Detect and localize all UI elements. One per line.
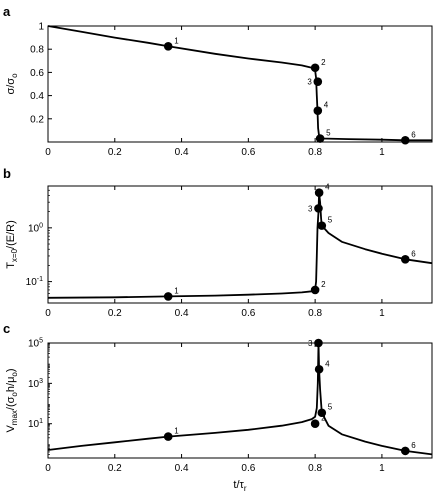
plot-frame bbox=[47, 25, 433, 143]
panel-c: c 0 0.2 0.4 0.6 0.8 1 101 103 105 Vmax/(σoh/μo) t/τ… bbox=[3, 321, 433, 493]
data-point-2 bbox=[310, 285, 320, 295]
data-point-2 bbox=[310, 63, 320, 73]
y-tick-label: 0.2 bbox=[30, 114, 44, 125]
data-point-5 bbox=[315, 134, 325, 143]
point-label: 5 bbox=[326, 129, 331, 138]
point-label: 3 bbox=[307, 78, 312, 87]
x-tick-label: 1 bbox=[379, 463, 385, 474]
point-label: 6 bbox=[411, 441, 416, 450]
y-tick-label: 0.8 bbox=[30, 45, 44, 56]
y-tick-label: 10-1 bbox=[26, 276, 43, 288]
plot-frame bbox=[47, 342, 433, 459]
point-label: 3 bbox=[308, 204, 313, 213]
data-point-6 bbox=[400, 254, 410, 264]
x-tick-label: 0.8 bbox=[308, 308, 322, 319]
data-point-1 bbox=[163, 292, 173, 301]
y-axis-label: Tx=0/(E/R) bbox=[5, 220, 19, 269]
data-point-3 bbox=[314, 204, 323, 213]
panel-letter: a bbox=[3, 4, 11, 19]
y-tick-label: 100 bbox=[28, 222, 43, 234]
data-point-4 bbox=[314, 188, 324, 198]
x-tick-label: 0.4 bbox=[175, 147, 189, 158]
data-point-1 bbox=[163, 432, 173, 441]
y-axis-label: Vmax/(σoh/μo) bbox=[5, 368, 19, 432]
data-point-4 bbox=[314, 364, 324, 374]
point-label: 1 bbox=[174, 427, 179, 436]
x-tick-label: 0.2 bbox=[108, 463, 122, 474]
x-axis-label: t/τr bbox=[233, 479, 246, 493]
data-point-6 bbox=[400, 135, 410, 145]
data-point-3 bbox=[313, 77, 323, 86]
x-tick-label: 0.4 bbox=[175, 308, 189, 319]
series-line bbox=[47, 342, 433, 456]
point-label: 1 bbox=[174, 36, 179, 45]
point-label: 4 bbox=[325, 359, 330, 368]
x-tick-label: 1 bbox=[379, 308, 385, 319]
data-point-5 bbox=[317, 221, 327, 230]
point-label: 2 bbox=[321, 280, 326, 289]
x-tick-label: 0 bbox=[45, 147, 51, 158]
y-axis-label: σ/σo bbox=[5, 73, 19, 95]
series-line bbox=[47, 25, 432, 142]
data-point-3 bbox=[314, 338, 323, 348]
y-tick-label: 105 bbox=[28, 338, 43, 350]
x-tick-label: 0.6 bbox=[241, 147, 255, 158]
x-tick-label: 0.2 bbox=[108, 147, 122, 158]
point-label: 1 bbox=[174, 286, 179, 295]
point-label: 4 bbox=[324, 101, 329, 110]
x-tick-label: 0.2 bbox=[108, 308, 122, 319]
data-point-1 bbox=[163, 42, 173, 51]
data-point-6 bbox=[400, 446, 410, 456]
x-tick-label: 0 bbox=[45, 308, 51, 319]
point-label: 6 bbox=[411, 249, 416, 258]
x-tick-label: 0.6 bbox=[241, 308, 255, 319]
panel-b: b 0 0.2 0.4 0.6 0.8 1 10-1 100 Tx=0/(E/R) 1 2 3 4 5 6 bbox=[3, 166, 433, 319]
point-label: 3 bbox=[308, 339, 313, 348]
panel-a: a 0 0.2 0.4 0.6 0.8 1 0.2 0.4 0.6 0.8 1 σ/σo 1 2 3 4 5 6 bbox=[3, 4, 433, 158]
data-point-2 bbox=[310, 419, 320, 429]
data-point-4 bbox=[313, 106, 323, 115]
point-label: 2 bbox=[321, 414, 326, 423]
point-label: 5 bbox=[328, 403, 333, 412]
y-tick-label: 0.4 bbox=[30, 91, 44, 102]
y-tick-label: 101 bbox=[28, 418, 43, 430]
series-line bbox=[47, 191, 433, 299]
point-label: 4 bbox=[325, 183, 330, 192]
x-tick-label: 1 bbox=[379, 147, 385, 158]
x-tick-label: 0.8 bbox=[308, 463, 322, 474]
point-label: 5 bbox=[328, 216, 333, 225]
point-label: 6 bbox=[411, 130, 416, 139]
plot-frame bbox=[47, 185, 433, 304]
y-tick-label: 103 bbox=[28, 378, 43, 390]
point-label: 2 bbox=[321, 58, 326, 67]
x-tick-label: 0 bbox=[45, 463, 51, 474]
y-tick-label: 0.6 bbox=[30, 68, 44, 79]
x-tick-label: 0.6 bbox=[241, 463, 255, 474]
data-point-5 bbox=[317, 408, 327, 418]
panel-letter: b bbox=[3, 166, 11, 181]
panel-letter: c bbox=[3, 321, 10, 336]
y-tick-label: 1 bbox=[38, 22, 44, 33]
x-tick-label: 0.4 bbox=[175, 463, 189, 474]
x-tick-label: 0.8 bbox=[308, 147, 322, 158]
